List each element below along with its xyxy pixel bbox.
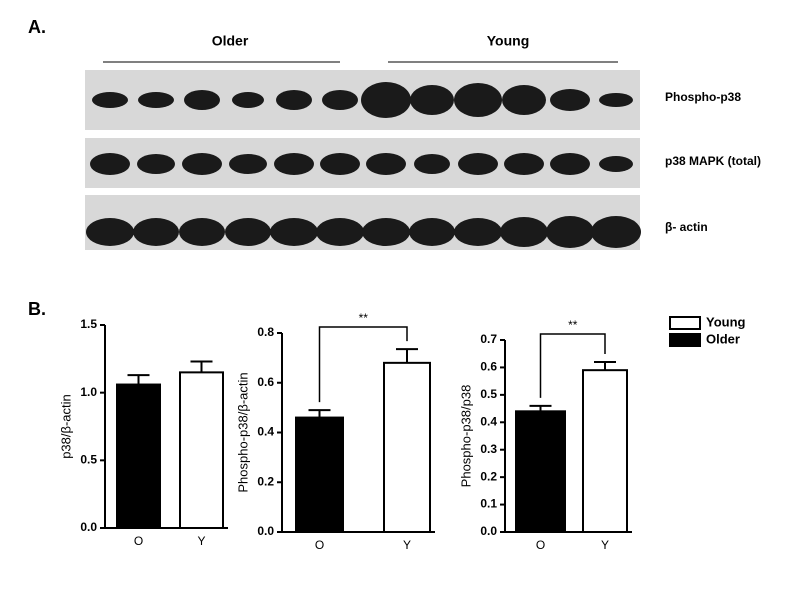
blot-band (270, 218, 318, 246)
group-label: Older (212, 33, 249, 49)
blot-band (504, 153, 544, 175)
blot-band (591, 216, 641, 248)
x-tick-label: Y (197, 534, 205, 548)
blot-label: β- actin (665, 220, 708, 234)
y-axis-label: Phospho-p38/β-actin (235, 372, 250, 492)
y-tick-label: 0.4 (257, 425, 274, 439)
significance-label: ** (359, 311, 369, 325)
bar (515, 410, 566, 534)
blot-band (138, 92, 174, 108)
blot-strip (85, 138, 640, 188)
y-tick-label: 0.1 (480, 497, 497, 511)
y-axis-label: p38/β-actin (58, 394, 73, 459)
y-tick-label: 0.6 (257, 375, 274, 389)
x-tick-label: O (134, 534, 143, 548)
blot-band (225, 218, 271, 246)
blot-band (546, 216, 594, 248)
y-tick-label: 0.2 (480, 469, 497, 483)
panel-label: B. (28, 299, 46, 319)
legend-label: Young (706, 314, 746, 329)
blot-band (229, 154, 267, 174)
blot-band (500, 217, 548, 247)
blot-band (184, 90, 220, 110)
y-tick-label: 0.0 (480, 524, 497, 538)
y-tick-label: 0.5 (480, 387, 497, 401)
y-axis-label: Phospho-p38/p38 (458, 385, 473, 488)
blot-band (458, 153, 498, 175)
legend-swatch (669, 316, 701, 330)
blot-label: p38 MAPK (total) (665, 154, 761, 168)
y-tick-label: 0.0 (257, 524, 274, 538)
blot-band (232, 92, 264, 108)
blot-band (86, 218, 134, 246)
significance-label: ** (568, 318, 578, 332)
y-tick-label: 0.7 (480, 332, 497, 346)
x-tick-label: Y (601, 538, 609, 552)
x-tick-label: O (536, 538, 545, 552)
y-tick-label: 0.6 (480, 360, 497, 374)
legend-swatch (669, 333, 701, 347)
blot-band (90, 153, 130, 175)
blot-band (414, 154, 450, 174)
bar (582, 369, 628, 533)
panel-label: A. (28, 17, 46, 37)
blot-band (322, 90, 358, 110)
significance-bracket (539, 333, 606, 398)
y-tick-label: 0.3 (480, 442, 497, 456)
blot-band (133, 218, 179, 246)
y-tick-label: 0.5 (80, 453, 97, 467)
y-tick-label: 0.8 (257, 325, 274, 339)
blot-band (454, 218, 502, 246)
blot-band (316, 218, 364, 246)
y-tick-label: 1.5 (80, 317, 97, 331)
y-tick-label: 0.0 (80, 520, 97, 534)
blot-label: Phospho-p38 (665, 90, 741, 104)
blot-band (550, 153, 590, 175)
x-tick-label: O (315, 538, 324, 552)
blot-band (410, 85, 454, 115)
y-tick-label: 0.4 (480, 414, 497, 428)
blot-band (361, 82, 411, 118)
x-tick-label: Y (403, 538, 411, 552)
group-label: Young (487, 33, 530, 49)
blot-band (92, 92, 128, 108)
blot-band (274, 153, 314, 175)
blot-band (182, 153, 222, 175)
blot-band (366, 153, 406, 175)
blot-band (137, 154, 175, 174)
blot-band (320, 153, 360, 175)
blot-band (599, 156, 633, 172)
blot-strip (85, 195, 640, 250)
blot-band (454, 83, 502, 117)
blot-band (179, 218, 225, 246)
blot (85, 70, 641, 250)
blot-band (550, 89, 590, 111)
blot-band (599, 93, 633, 107)
blot-band (409, 218, 455, 246)
blot-band (362, 218, 410, 246)
bar (116, 383, 161, 529)
bar (295, 416, 344, 534)
y-tick-label: 0.2 (257, 474, 274, 488)
blot-band (276, 90, 312, 110)
significance-bracket (318, 326, 408, 403)
bar (383, 361, 431, 533)
bar (179, 371, 224, 529)
legend-label: Older (706, 331, 740, 346)
y-tick-label: 1.0 (80, 385, 97, 399)
blot-band (502, 85, 546, 115)
